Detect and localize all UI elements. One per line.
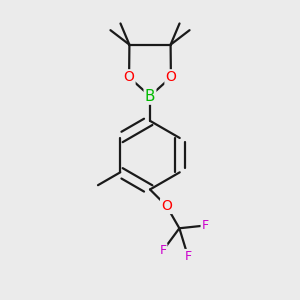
Text: O: O <box>166 70 176 84</box>
Text: O: O <box>161 199 172 213</box>
Text: F: F <box>159 244 167 257</box>
Text: O: O <box>124 70 134 84</box>
Text: B: B <box>145 88 155 104</box>
Text: F: F <box>202 219 209 232</box>
Text: F: F <box>184 250 191 263</box>
